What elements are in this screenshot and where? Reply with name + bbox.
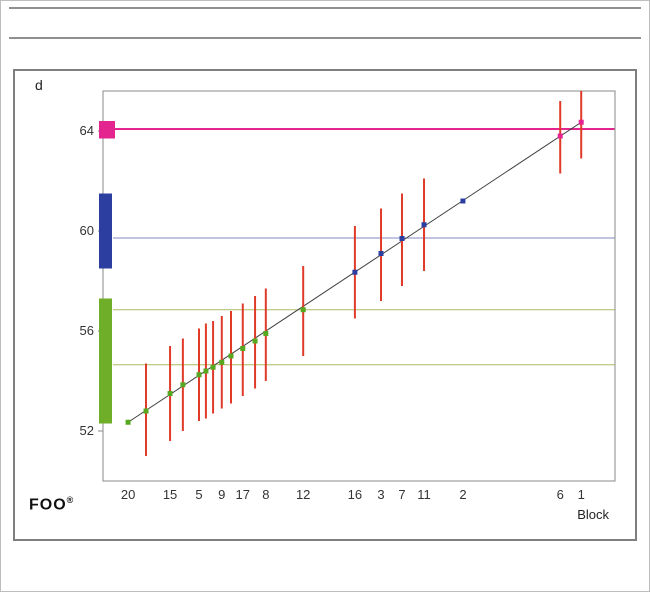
x-tick-label: 20 <box>121 487 135 502</box>
plot-area: 52 56 60 64 20 15 5 9 17 8 12 16 3 7 11 2 6 1 <box>80 90 616 502</box>
axis-group-bar <box>99 193 112 269</box>
data-point <box>210 364 216 370</box>
data-point <box>460 198 466 204</box>
logo: FOO® <box>29 495 73 514</box>
data-point <box>180 382 186 388</box>
x-tick-label: 12 <box>296 487 310 502</box>
top-divider-line <box>9 7 641 9</box>
x-tick-label: 9 <box>218 487 225 502</box>
y-tick-label: 52 <box>80 423 94 438</box>
x-tick-label: 15 <box>163 487 177 502</box>
y-tick-label: 60 <box>80 223 94 238</box>
y-tick-label: 64 <box>80 123 94 138</box>
data-point <box>252 338 258 344</box>
data-point <box>196 372 202 378</box>
data-point <box>300 307 306 313</box>
x-tick-label: 16 <box>348 487 362 502</box>
data-point <box>578 119 584 125</box>
logo-text: FOO <box>29 496 67 514</box>
data-point <box>421 222 427 228</box>
data-point <box>143 408 149 414</box>
y-tick-label: 56 <box>80 323 94 338</box>
plot-border <box>102 90 616 482</box>
data-point <box>125 419 131 425</box>
data-point <box>352 269 358 275</box>
x-axis-title: Block <box>577 507 609 522</box>
x-tick-label: 5 <box>195 487 202 502</box>
x-tick-label: 8 <box>262 487 269 502</box>
data-point <box>378 251 384 256</box>
x-tick-label: 6 <box>557 487 564 502</box>
data-point <box>557 133 563 139</box>
x-tick-label: 1 <box>578 487 585 502</box>
axis-group-bar <box>99 298 112 424</box>
x-tick-label: 3 <box>377 487 384 502</box>
chart-frame: d 52 56 60 64 20 15 5 9 17 8 12 16 3 7 11 2 6 1 Block FOO… <box>13 69 637 541</box>
data-point <box>203 368 209 374</box>
x-tick-label: 11 <box>417 487 431 502</box>
data-point <box>240 346 246 351</box>
data-point <box>228 353 234 359</box>
data-point <box>167 391 173 396</box>
x-tick-label: 7 <box>398 487 405 502</box>
data-point <box>263 331 269 336</box>
header-divider-line <box>9 37 641 39</box>
data-point <box>399 236 405 241</box>
registered-trademark-icon: ® <box>66 495 74 505</box>
axis-group-bar <box>99 121 115 139</box>
y-axis-title: d <box>35 77 43 93</box>
data-point <box>219 359 225 365</box>
x-tick-label: 17 <box>236 487 250 502</box>
x-tick-label: 2 <box>459 487 466 502</box>
